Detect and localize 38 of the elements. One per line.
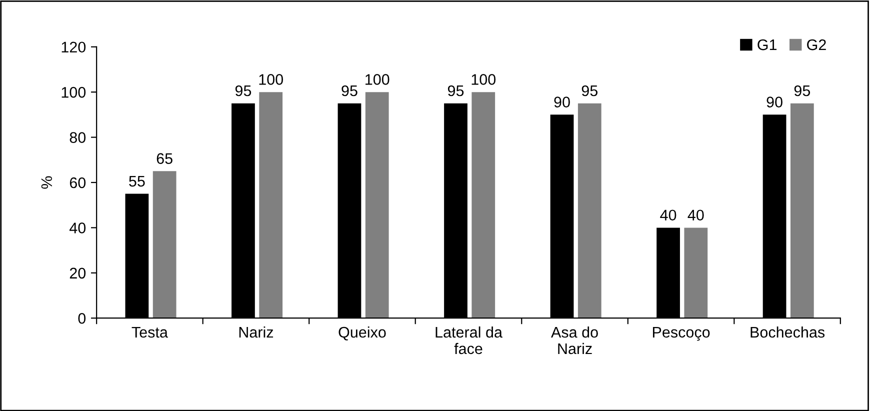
y-tick-label: 20: [70, 268, 86, 279]
y-tick-label: 40: [70, 222, 86, 234]
data-label: 90: [554, 96, 570, 108]
bar: [472, 92, 496, 318]
data-label: 95: [342, 85, 358, 96]
data-label: 95: [448, 85, 464, 96]
bar: [259, 92, 283, 318]
data-label: 90: [766, 96, 782, 108]
data-label: 100: [472, 74, 496, 85]
data-label: 65: [156, 153, 172, 164]
x-tick-label: Queixo: [338, 326, 386, 340]
x-tick-label: Bochechas: [750, 326, 825, 338]
data-label: 95: [235, 85, 252, 96]
bar: [152, 171, 176, 318]
data-label: 40: [688, 210, 704, 221]
x-tick-label: Asa do Nariz: [551, 326, 598, 354]
bar: [365, 92, 389, 318]
data-label: 55: [129, 176, 145, 187]
data-label: 100: [259, 74, 283, 85]
y-tick-label: 60: [70, 177, 86, 188]
data-label: 95: [794, 85, 810, 96]
y-tick-label: 120: [62, 42, 86, 53]
bar: [684, 228, 708, 318]
data-label: 40: [660, 210, 676, 221]
y-axis-title: %: [41, 176, 52, 189]
bar: [578, 103, 602, 318]
x-tick-label: Pescoço: [652, 326, 710, 341]
bar: [790, 103, 814, 318]
x-tick-label: Lateral da face: [436, 326, 502, 354]
x-tick-label: Nariz: [239, 326, 274, 338]
data-label: 95: [582, 85, 598, 96]
legend-label: G1: [758, 39, 777, 50]
data-label: 100: [366, 74, 390, 85]
y-tick-label: 0: [78, 312, 86, 324]
legend-label: G2: [807, 39, 826, 50]
x-tick-label: Testa: [132, 327, 168, 338]
y-tick-label: 80: [70, 132, 86, 143]
y-tick-label: 100: [62, 86, 86, 98]
